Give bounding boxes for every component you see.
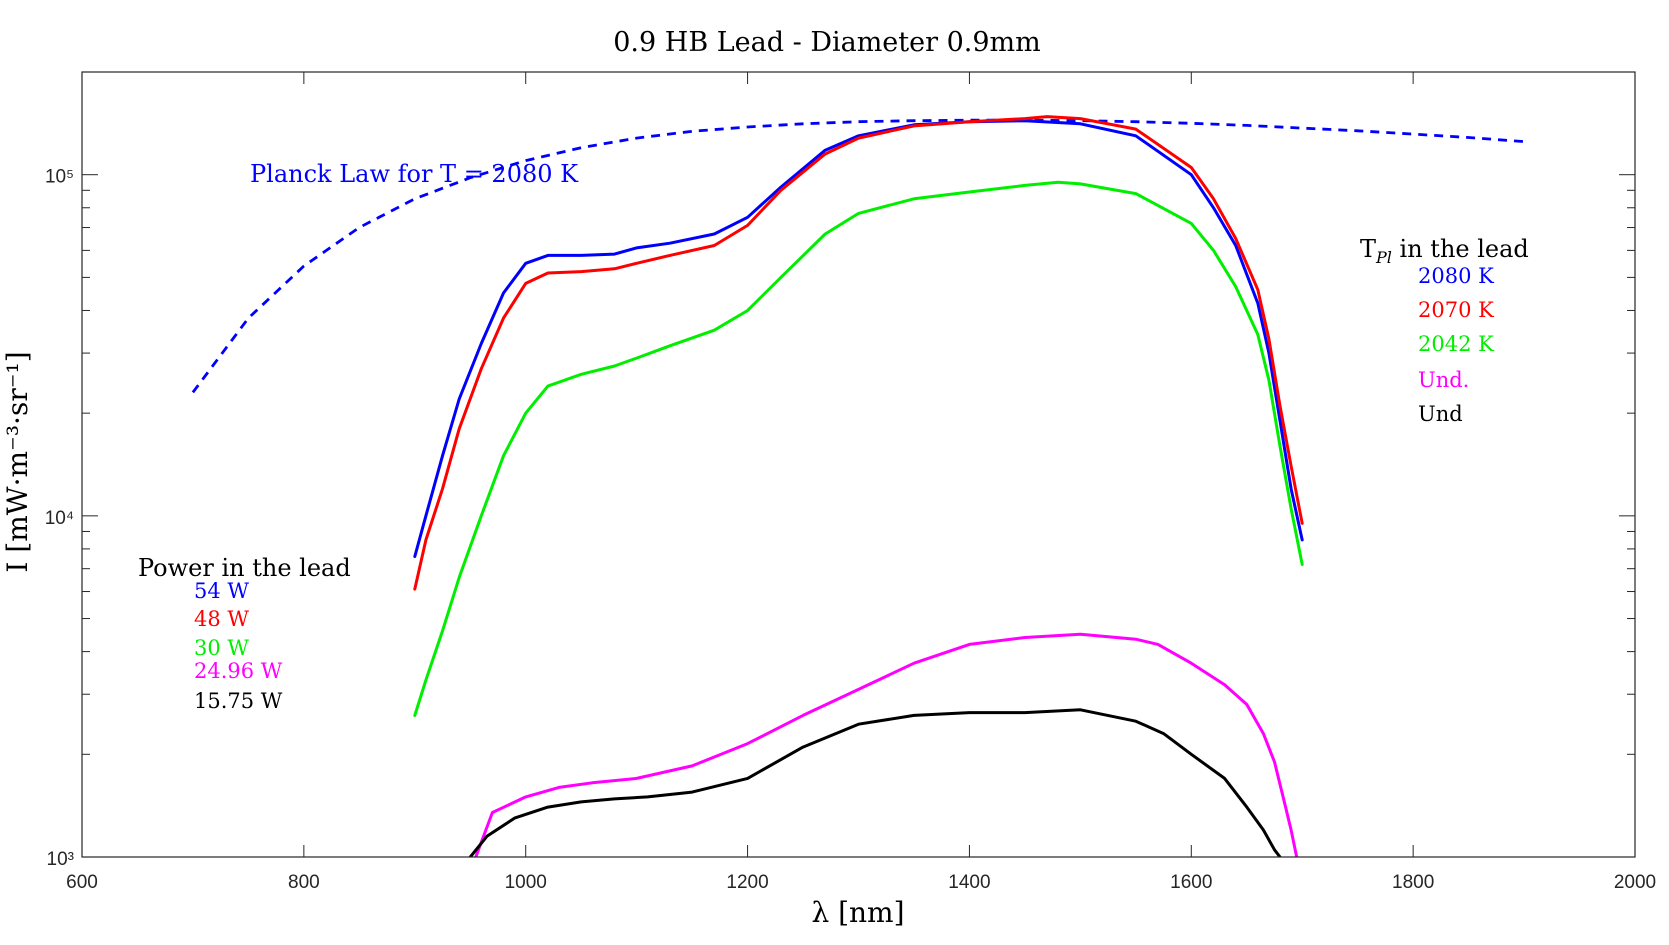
x-axis-label: λ [nm]: [811, 896, 904, 929]
x-tick-label: 1400: [948, 872, 990, 893]
legend-temp-entry: 2042 K: [1418, 332, 1494, 356]
y-axis-label: I [mW·m⁻³·sr⁻¹]: [1, 351, 34, 572]
series-layer: [191, 115, 1525, 857]
legend-power-entry: 24.96 W: [194, 659, 283, 683]
series-line-5: [468, 708, 1282, 857]
x-tick-label: 1800: [1392, 872, 1434, 893]
x-tick-label: 1600: [1170, 872, 1212, 893]
x-tick-label: 600: [66, 872, 98, 893]
x-tick-label: 1200: [726, 872, 768, 893]
y-tick-label: 10⁴: [45, 508, 74, 529]
legend-power-entry: 54 W: [194, 579, 249, 603]
legend-temp-entry: 2070 K: [1418, 298, 1494, 322]
x-tick-label: 1000: [505, 872, 547, 893]
legend-power-title: Power in the lead: [138, 554, 351, 582]
legend-temp: TPl in the lead 2080 K 2070 K 2042 K Und…: [1360, 235, 1529, 426]
legend-power-entry: 30 W: [194, 636, 249, 660]
legend-power: Power in the lead 54 W 48 W 30 W 24.96 W…: [138, 554, 351, 713]
series-line-2: [413, 115, 1304, 591]
y-tick-label: 10³: [47, 849, 74, 870]
series-line-3: [413, 180, 1304, 717]
legend-temp-entry: 2080 K: [1418, 264, 1494, 288]
x-tick-label: 2000: [1614, 872, 1656, 893]
legend-temp-entry: Und: [1418, 402, 1463, 426]
axis-layer: 600 800 1000 1200 1400 1600 1800 2000 10³ 10⁴ 10⁵: [45, 71, 1656, 893]
legend-power-entry: 15.75 W: [194, 689, 283, 713]
plot-frame: [81, 71, 1636, 858]
planck-law-label: Planck Law for T = 2080 K: [250, 160, 579, 188]
legend-temp-title: TPl in the lead: [1360, 235, 1529, 267]
series-line-1: [413, 119, 1304, 558]
legend-temp-entry: Und.: [1418, 368, 1469, 392]
y-tick-label: 10⁵: [45, 167, 74, 188]
series-line-4: [474, 632, 1299, 857]
legend-power-entry: 48 W: [194, 607, 249, 631]
x-tick-label: 800: [288, 872, 320, 893]
chart-title: 0.9 HB Lead - Diameter 0.9mm: [613, 27, 1041, 58]
